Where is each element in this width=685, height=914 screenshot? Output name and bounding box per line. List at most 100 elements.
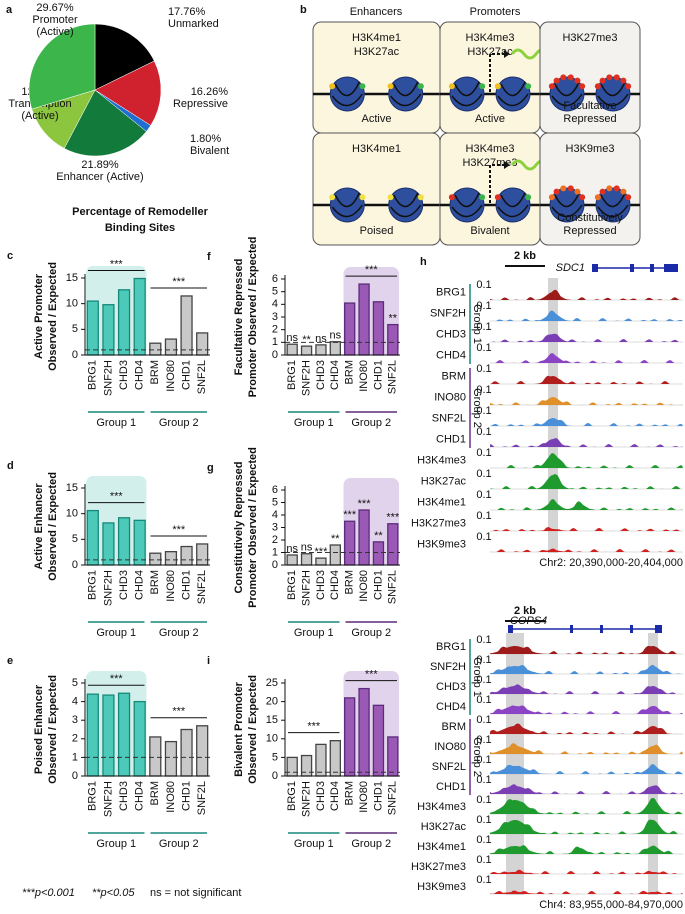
signal-track	[490, 869, 683, 874]
mark-dot	[613, 185, 620, 192]
bar	[164, 338, 178, 356]
x-tick-label: BRM	[344, 360, 356, 384]
group-highlight	[86, 266, 147, 355]
y-tick-label: 25	[266, 677, 278, 689]
y-tick-label: 5	[72, 533, 78, 545]
x-tick-label: CHD4	[134, 360, 146, 390]
y-tick-label: 2	[272, 324, 278, 336]
bar	[372, 301, 385, 356]
bar	[286, 756, 298, 777]
arrow-head	[504, 50, 510, 58]
track-scale: 0.1	[476, 634, 491, 646]
track-label: BRM	[442, 370, 466, 382]
histone-mark: H3K4me1	[352, 32, 401, 44]
y-axis-label: Constitutively Repressed	[233, 461, 245, 593]
bar	[164, 551, 178, 566]
y-tick-label: 6	[272, 273, 278, 285]
bar	[300, 345, 313, 356]
panel-label: c	[7, 250, 13, 262]
bar	[102, 304, 115, 356]
bar	[133, 519, 146, 566]
panel-label: f	[207, 251, 211, 263]
track-scale: 0.1	[476, 384, 491, 396]
mark-dot	[594, 83, 601, 90]
x-tick-label: SNF2L	[196, 360, 208, 394]
significance-label: ***	[365, 264, 379, 276]
exon	[592, 264, 598, 272]
bar	[180, 295, 193, 356]
dna-wrap	[451, 81, 483, 107]
y-tick-label: 1	[272, 546, 278, 558]
panel-label: b	[300, 4, 307, 16]
exon	[630, 625, 633, 633]
bar	[102, 694, 115, 777]
dna-wrap	[551, 192, 583, 218]
y-tick-label: 6	[272, 484, 278, 496]
dna-wrap	[331, 192, 363, 218]
track-scale: 0.1	[476, 794, 491, 806]
significance-label: ***	[172, 706, 186, 718]
mark-dot	[329, 83, 336, 90]
legend-label: Group 1	[96, 417, 136, 429]
significance-label: ***	[110, 258, 124, 270]
track-label: H3K9me3	[417, 538, 466, 550]
signal-track	[490, 890, 683, 894]
mark-dot	[574, 188, 581, 195]
x-tick-label: CHD1	[180, 781, 192, 811]
signal-track	[490, 474, 683, 489]
track-scale: 0.1	[476, 874, 491, 886]
signal-track	[490, 438, 683, 447]
mark-dot	[574, 77, 581, 84]
mark-dot	[417, 83, 424, 90]
mark-dot	[525, 194, 532, 201]
track-label: SNF2H	[430, 307, 466, 319]
bar	[300, 553, 313, 566]
track-label: CHD3	[436, 681, 466, 693]
track-scale: 0.1	[476, 531, 491, 543]
y-axis-label: Observed / Expected	[47, 675, 59, 784]
track-scale: 0.1	[476, 363, 491, 375]
group-label: Group 1	[471, 657, 483, 697]
y-tick-label: 15	[266, 714, 278, 726]
significance-label: **	[389, 313, 398, 325]
y-tick-label: 2	[72, 733, 78, 745]
bar	[117, 517, 131, 566]
axis-line	[84, 679, 210, 777]
bar	[117, 692, 131, 777]
exon	[508, 625, 513, 633]
track-label: CHD1	[436, 781, 466, 793]
mark-dot	[606, 185, 613, 192]
bar	[315, 557, 327, 566]
x-tick-label: CHD4	[329, 570, 341, 600]
y-axis-label: Observed / Expected	[47, 472, 59, 581]
track-label: H3K27ac	[421, 475, 467, 487]
significance-label: ns	[286, 543, 298, 555]
legend-label: Group 1	[294, 417, 334, 429]
y-tick-label: 3	[272, 521, 278, 533]
legend-label: Group 1	[96, 838, 136, 850]
gene-label: SDC1	[556, 262, 585, 274]
bar	[329, 544, 341, 566]
y-tick-label: 10	[66, 508, 78, 520]
mark-dot	[560, 74, 567, 81]
x-tick-label: SNF2H	[300, 570, 312, 606]
dna-wrap	[390, 81, 422, 107]
slice-label: (Active)	[21, 110, 58, 122]
track-scale: 0.1	[476, 321, 491, 333]
bar	[133, 700, 146, 777]
mark-dot	[599, 77, 606, 84]
track-scale: 0.1	[476, 774, 491, 786]
signal-track	[490, 353, 683, 363]
axis-line	[284, 486, 400, 566]
panel-label: d	[7, 460, 14, 472]
bar	[372, 704, 385, 777]
signal-track	[490, 798, 683, 814]
significance-label: **	[302, 334, 311, 346]
x-tick-label: CHD1	[372, 360, 384, 390]
mark-dot	[548, 83, 555, 90]
pie-slice	[28, 23, 96, 110]
y-tick-label: 15	[66, 272, 78, 284]
state-label: Constitutively	[557, 212, 623, 224]
mark-dot	[553, 188, 560, 195]
track-label: CHD1	[436, 433, 466, 445]
